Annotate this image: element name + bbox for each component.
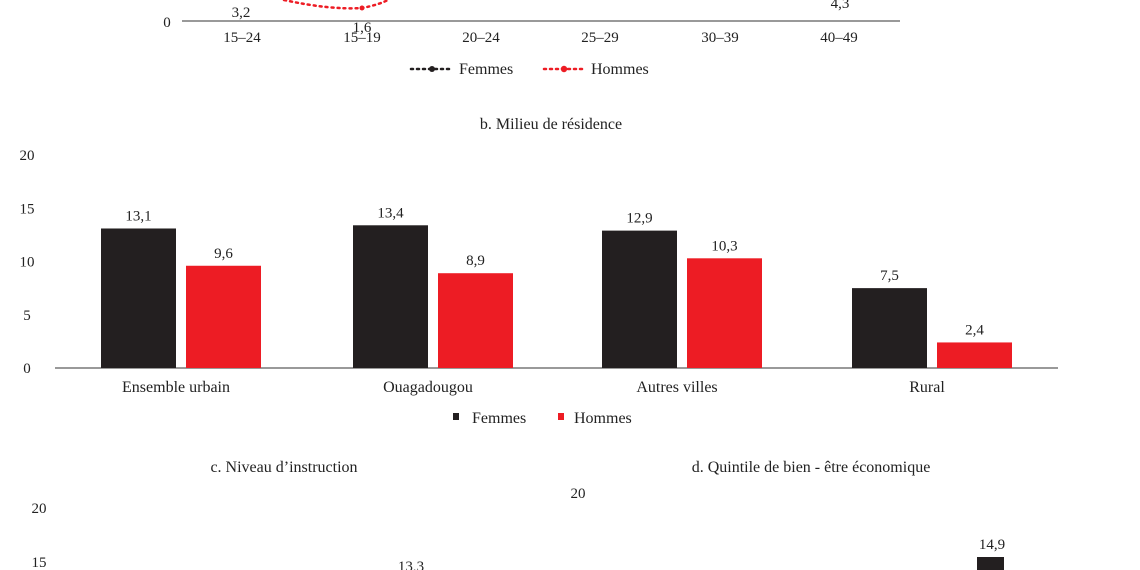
legend-hommes-marker-icon [560,65,568,73]
chart-a-x-tick: 15–24 [223,30,261,46]
chart-b-legend: Femmes Hommes [453,410,632,427]
chart-b-data-label: 8,9 [466,253,485,269]
chart-d-bar-femmes [977,557,1004,570]
chart-b-data-label: 2,4 [965,322,984,338]
chart-c-y-tick-15: 15 [32,555,47,570]
chart-b-bar-hommes [937,342,1012,368]
chart-b-x-tick: Ensemble urbain [122,379,230,396]
legend-femmes-marker-icon [429,66,435,72]
chart-b-data-label: 10,3 [711,238,737,254]
chart-b-bar-femmes [353,225,428,368]
chart-d-data-label: 14,9 [979,537,1005,553]
chart-b-bar-femmes [101,228,176,368]
chart-b-data-label: 7,5 [880,268,899,284]
chart-b-bar-hommes [438,273,513,368]
legend-femmes-label: Femmes [472,410,526,427]
chart-b-y-ticks: 0 5 10 15 20 [20,148,35,377]
chart-b-data-label: 13,1 [125,208,151,224]
chart-a-data-label: 4,3 [831,0,850,12]
chart-a-x-ticks: 15–24 15–19 20–24 25–29 30–39 40–49 [223,30,858,46]
chart-b-bars: 13,1 13,4 12,9 7,5 9,6 8,9 10,3 2,4 [101,205,1012,368]
chart-c-y-tick-20: 20 [32,501,47,517]
legend-hommes-swatch-icon [558,413,564,420]
legend-hommes-label: Hommes [591,61,649,78]
chart-a-x-tick: 25–29 [581,30,619,46]
chart-a-x-tick: 30–39 [701,30,739,46]
legend-hommes-label: Hommes [574,410,632,427]
chart-a-x-tick: 20–24 [462,30,500,46]
chart-b-data-label: 9,6 [214,246,233,262]
chart-b-y-tick: 20 [20,148,35,164]
chart-b-x-tick: Autres villes [636,379,717,396]
chart-a-data-label: 1,6 [353,20,372,36]
chart-b-y-tick: 0 [23,361,31,377]
chart-b-bar-femmes [852,288,927,368]
chart-c: c. Niveau d’instruction 20 15 13,3 [32,459,425,570]
chart-a-hommes-line [282,0,390,10]
chart-b-data-label: 12,9 [626,211,652,227]
legend-femmes-label: Femmes [459,61,513,78]
chart-b-title: b. Milieu de résidence [480,116,622,133]
chart-b-bar-hommes [687,258,762,368]
chart-b-y-tick: 15 [20,201,35,217]
chart-d-y-tick-20: 20 [571,486,586,502]
chart-b-y-tick: 5 [23,308,31,324]
chart-b: b. Milieu de résidence 0 5 10 15 20 13,1 13,4… [20,116,1058,427]
chart-b-x-tick: Rural [909,379,945,396]
chart-d: d. Quintile de bien - être économique 20… [571,459,1005,570]
chart-b-bar-femmes [602,230,677,368]
chart-a-hommes-point [359,5,365,11]
chart-c-title: c. Niveau d’instruction [210,459,357,476]
chart-b-bar-hommes [186,265,261,368]
chart-a-legend: Femmes Hommes [409,61,649,78]
chart-a-data-label: 3,2 [232,5,251,21]
chart-a: 0 15–24 15–19 20–24 25–29 30–39 40–49 3,… [163,0,900,78]
chart-b-x-tick: Ouagadougou [383,379,473,396]
chart-a-x-tick: 15–19 [343,30,381,46]
chart-c-data-label: 13,3 [398,559,424,570]
legend-femmes-swatch-icon [453,413,459,420]
chart-a-x-tick: 40–49 [820,30,858,46]
chart-d-title: d. Quintile de bien - être économique [692,459,931,476]
chart-b-x-ticks: Ensemble urbain Ouagadougou Autres villes R… [122,379,945,396]
chart-b-y-tick: 10 [20,255,35,271]
chart-a-y-tick-0: 0 [163,15,171,31]
chart-b-data-label: 13,4 [377,205,404,221]
